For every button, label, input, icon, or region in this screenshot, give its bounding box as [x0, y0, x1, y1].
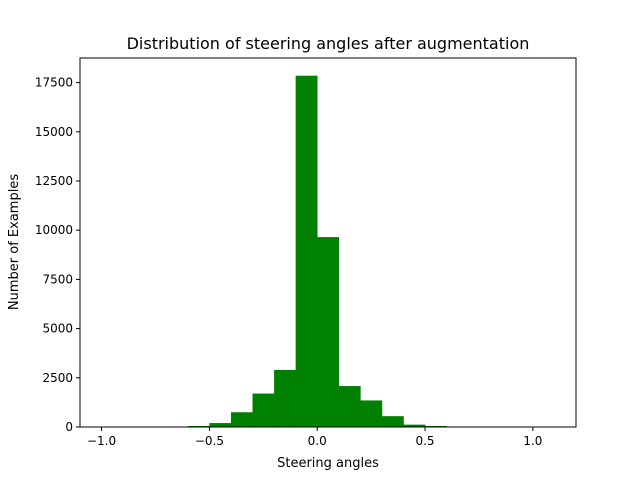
y-tick-label: 2500 — [42, 371, 73, 385]
bars-group — [187, 75, 447, 427]
y-tick-label: 10000 — [35, 223, 73, 237]
y-tick-label: 5000 — [42, 322, 73, 336]
y-tick-label: 0 — [65, 420, 73, 434]
x-tick-label: −0.5 — [195, 434, 224, 448]
x-axis-ticks: −1.0 −0.5 0.0 0.5 1.0 — [87, 427, 542, 448]
histogram-bar — [338, 386, 361, 427]
histogram-bar — [209, 423, 232, 427]
histogram-bar — [381, 416, 404, 427]
plot-frame — [79, 57, 577, 428]
histogram-bar — [295, 75, 318, 427]
x-tick-label: −1.0 — [87, 434, 116, 448]
y-tick-label: 17500 — [35, 76, 73, 90]
x-tick-label: 0.0 — [308, 434, 327, 448]
histogram-bar — [403, 424, 426, 427]
y-axis-label: Number of Examples — [7, 174, 22, 310]
histogram-bar — [317, 237, 340, 427]
y-tick-label: 7500 — [42, 272, 73, 286]
y-tick-label: 15000 — [35, 125, 73, 139]
histogram-bar — [360, 400, 383, 427]
x-tick-label: 0.5 — [415, 434, 434, 448]
chart-title: Distribution of steering angles after au… — [127, 34, 530, 53]
histogram-bar — [274, 369, 296, 427]
x-axis-label: Steering angles — [277, 456, 379, 471]
y-tick-label: 12500 — [35, 174, 73, 188]
histogram-bar — [230, 412, 253, 427]
y-axis-ticks: 0 2500 5000 7500 10000 12500 15000 17500 — [35, 76, 80, 434]
x-tick-label: 1.0 — [523, 434, 542, 448]
histogram-bar — [252, 393, 275, 427]
